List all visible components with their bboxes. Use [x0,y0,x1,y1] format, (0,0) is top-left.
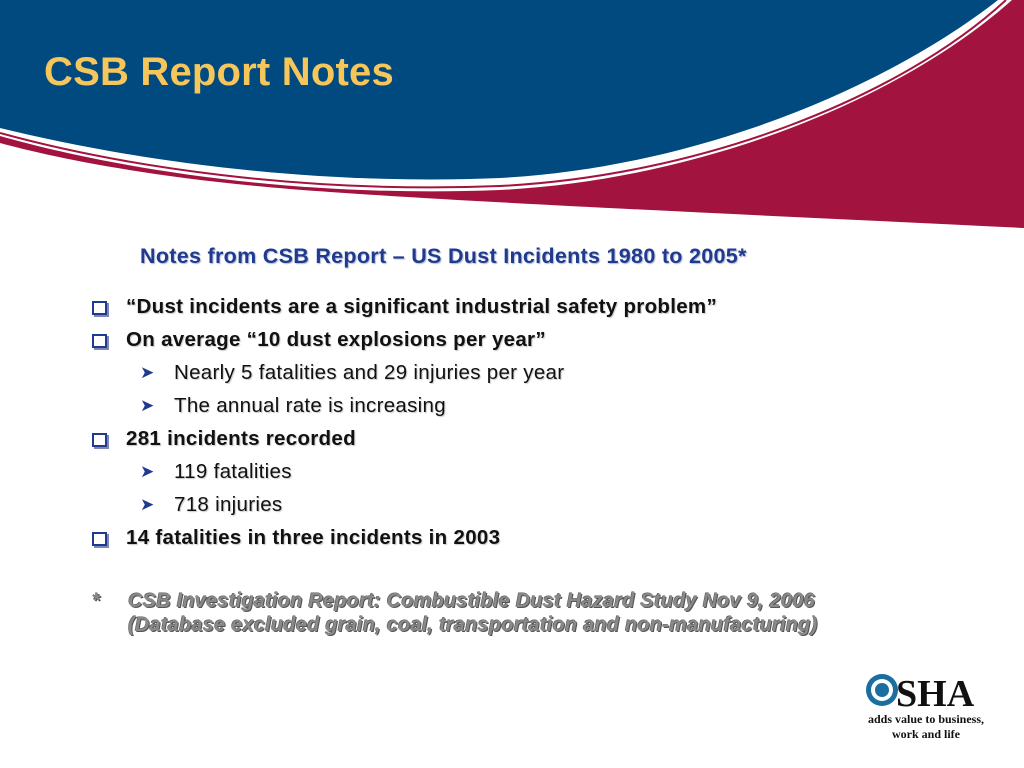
bullet-text: On average “10 dust explosions per year” [126,327,546,351]
logo-tagline-line-2: work and life [891,727,960,741]
sub-bullet-item: ➤ 718 injuries [92,488,717,521]
sub-bullet-text: Nearly 5 fatalities and 29 injuries per … [174,360,565,384]
section-subtitle: Notes from CSB Report – US Dust Incident… [140,244,747,268]
sub-bullet-item: ➤ The annual rate is increasing [92,389,717,422]
bullet-item: On average “10 dust explosions per year” [92,323,717,356]
footnote-line-2: (Database excluded grain, coal, transpor… [128,614,818,636]
sub-bullet-item: ➤ Nearly 5 fatalities and 29 injuries pe… [92,356,717,389]
sub-bullet-text: The annual rate is increasing [174,393,446,417]
bullet-text: 14 fatalities in three incidents in 2003 [126,525,501,549]
arrowhead-bullet-icon: ➤ [140,396,155,415]
logo-tagline: adds value to business, work and life [862,712,990,742]
bullet-list: “Dust incidents are a significant indust… [92,290,717,554]
hollow-square-bullet-icon [92,432,107,447]
arrowhead-bullet-icon: ➤ [140,363,155,382]
sub-bullet-text: 718 injuries [174,492,283,516]
svg-text:SHA: SHA [896,673,975,714]
sub-bullet-item: ➤ 119 fatalities [92,455,717,488]
hollow-square-bullet-icon [92,333,107,348]
bullet-item: 281 incidents recorded [92,422,717,455]
bullet-item: “Dust incidents are a significant indust… [92,290,717,323]
bullet-text: “Dust incidents are a significant indust… [126,294,717,318]
osha-logo: SHA adds value to business, work and lif… [862,668,1002,748]
hollow-square-bullet-icon [92,531,107,546]
arrowhead-bullet-icon: ➤ [140,462,155,481]
hollow-square-bullet-icon [92,300,107,315]
sub-bullet-text: 119 fatalities [174,459,292,483]
arrowhead-bullet-icon: ➤ [140,495,155,514]
header-red-line [0,0,1007,189]
bullet-text: 281 incidents recorded [126,426,356,450]
footnote-marker: * [92,590,100,612]
header-swoosh-banner [0,0,1024,228]
logo-tagline-line-1: adds value to business, [867,712,985,726]
footnote-line-1: CSB Investigation Report: Combustible Du… [128,590,815,612]
footnote-text: CSB Investigation Report: Combustible Du… [128,590,817,638]
slide-title: CSB Report Notes [44,50,394,94]
footnote: * CSB Investigation Report: Combustible … [92,590,817,638]
osha-wordmark-logo: SHA [866,673,975,714]
bullet-item: 14 fatalities in three incidents in 2003 [92,521,717,554]
header-blue-band [0,0,998,180]
